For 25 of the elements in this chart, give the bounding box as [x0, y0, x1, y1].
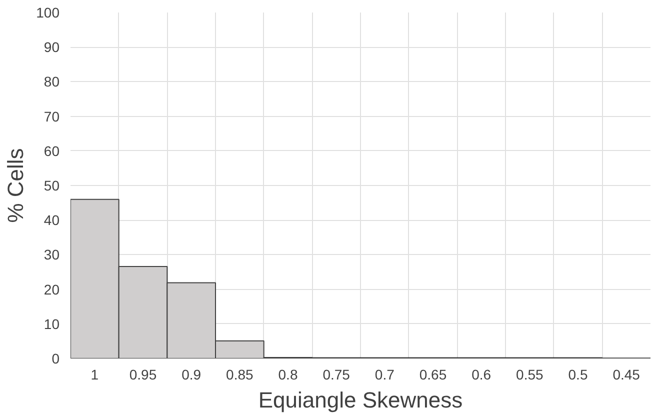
x-tick-label: 0.9 — [182, 366, 202, 382]
x-tick-label: 0.8 — [278, 366, 298, 382]
y-tick-label: 0 — [52, 350, 60, 366]
y-tick-label: 90 — [44, 39, 60, 56]
x-tick-label: 0.45 — [612, 366, 640, 382]
x-tick-label: 0.85 — [226, 366, 254, 382]
y-axis-title: % Cells — [3, 148, 28, 223]
x-tick-label: 1 — [90, 366, 99, 382]
x-tick-label: 0.95 — [129, 366, 157, 382]
y-tick-label: 70 — [44, 108, 60, 124]
y-tick-label: 10 — [44, 316, 60, 332]
x-tick-label: 0.7 — [374, 366, 395, 382]
x-tick-label: 0.65 — [419, 366, 447, 382]
x-tick-label: 0.5 — [568, 366, 588, 382]
y-tick-label: 100 — [36, 4, 60, 20]
x-tick-label: 0.55 — [516, 366, 544, 382]
y-tick-label: 60 — [44, 142, 60, 159]
y-tick-label: 40 — [44, 212, 60, 228]
y-tick-label: 80 — [44, 74, 60, 90]
x-tick-label: 0.6 — [472, 366, 492, 382]
y-tick-label: 50 — [44, 178, 60, 194]
y-tick-label: 30 — [44, 246, 60, 263]
y-tick-label: 20 — [44, 281, 60, 298]
x-tick-label: 0.75 — [322, 366, 350, 382]
x-axis-title: Equiangle Skewness — [258, 388, 463, 412]
